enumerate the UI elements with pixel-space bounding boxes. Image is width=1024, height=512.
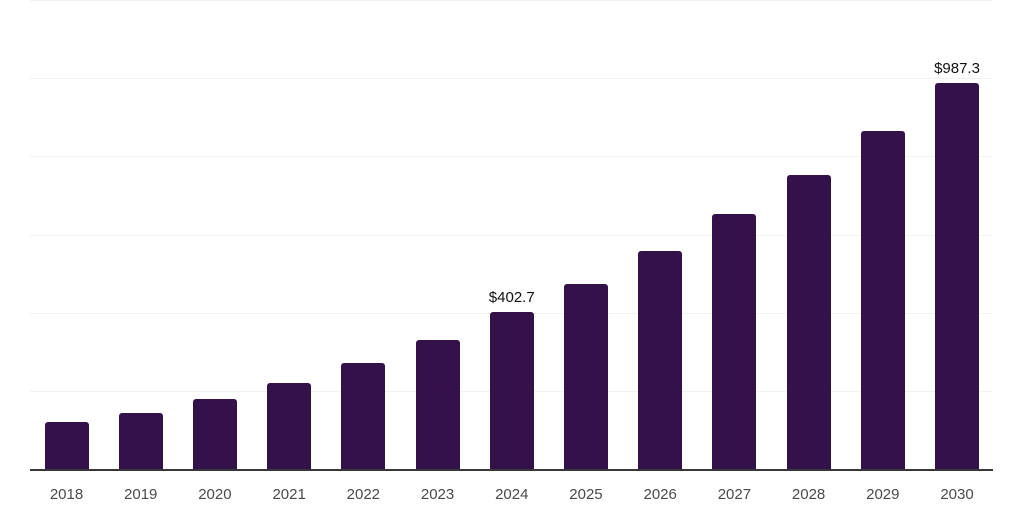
x-tick-2021: 2021 — [272, 486, 306, 503]
x-tick-2026: 2026 — [643, 486, 677, 503]
x-tick-2023: 2023 — [420, 486, 455, 503]
bar-2025 — [563, 283, 608, 470]
x-tick-2019: 2019 — [124, 486, 158, 503]
x-tick-2024: 2024 — [495, 486, 529, 503]
gridline — [30, 77, 993, 79]
x-tick-2020: 2020 — [198, 486, 232, 503]
gridline — [30, 234, 993, 236]
gridline — [30, 156, 993, 158]
x-tick-2029: 2029 — [866, 486, 900, 503]
bar-2020 — [192, 398, 237, 470]
bar-2019 — [118, 412, 163, 470]
bar-2030 — [935, 83, 980, 470]
x-axis-line — [30, 469, 993, 471]
bar-2021 — [267, 382, 312, 470]
bar-2018 — [44, 422, 89, 470]
bar-2023 — [415, 339, 460, 470]
data-label-2024: $402.7 — [488, 289, 535, 307]
x-tick-2028: 2028 — [791, 486, 826, 503]
x-tick-2022: 2022 — [346, 486, 381, 503]
data-label-2030: $987.3 — [934, 60, 980, 78]
bar-2026 — [638, 250, 683, 470]
gridline — [30, 0, 993, 1]
bar-2027 — [712, 213, 757, 470]
bar-2024 — [489, 312, 534, 470]
x-tick-2030: 2030 — [940, 486, 974, 503]
bar-2022 — [341, 363, 386, 470]
bar-2029 — [860, 131, 905, 470]
x-tick-2025: 2025 — [569, 486, 603, 503]
bar-2028 — [786, 174, 831, 470]
x-tick-2027: 2027 — [717, 486, 752, 503]
x-tick-2018: 2018 — [49, 486, 84, 503]
